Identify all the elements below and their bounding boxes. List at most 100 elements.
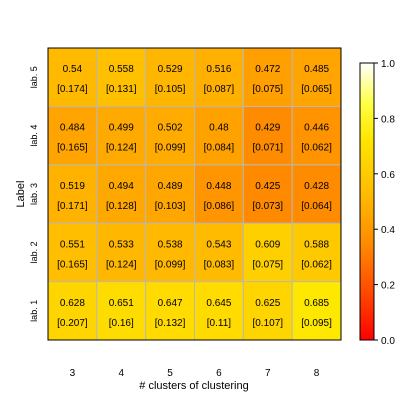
cell-value-label: 0.519: [60, 181, 85, 192]
cell-secondary-label: [0.165]: [57, 259, 88, 270]
heatmap-cell: [96, 164, 147, 224]
heatmap-cells: [47, 47, 342, 341]
cell-secondary-label: [0.095]: [301, 318, 332, 329]
heatmap-cell: [96, 281, 147, 341]
cell-secondary-label: [0.124]: [106, 259, 137, 270]
cell-secondary-label: [0.062]: [301, 143, 332, 154]
heatmap-cell: [96, 222, 147, 283]
heatmap-cell: [242, 164, 293, 224]
y-tick-label: lab. 1: [29, 300, 39, 322]
cell-secondary-label: [0.071]: [252, 143, 283, 154]
cell-secondary-label: [0.207]: [57, 318, 88, 329]
colorbar-tick-label: 0.6: [381, 170, 395, 181]
cell-value-label: 0.48: [209, 123, 229, 134]
heatmap-cell: [96, 47, 147, 107]
y-tick-label: lab. 3: [29, 183, 39, 205]
colorbar-tick-label: 0.0: [381, 336, 395, 347]
cell-secondary-label: [0.087]: [204, 84, 235, 95]
heatmap-cell: [194, 281, 244, 341]
heatmap-cell: [242, 105, 293, 166]
cell-secondary-label: [0.083]: [204, 259, 235, 270]
y-tick-label: lab. 2: [29, 241, 39, 263]
cell-secondary-label: [0.075]: [252, 259, 283, 270]
cell-value-label: 0.446: [304, 123, 329, 134]
cell-secondary-label: [0.084]: [204, 143, 235, 154]
cell-secondary-label: [0.16]: [109, 318, 134, 329]
cell-secondary-label: [0.132]: [155, 318, 186, 329]
cell-value-label: 0.685: [304, 298, 329, 309]
colorbar-tick-label: 0.4: [381, 225, 395, 236]
heatmap-cell: [47, 164, 98, 224]
cell-secondary-label: [0.105]: [155, 84, 186, 95]
colorbar-tick-label: 1.0: [381, 59, 395, 70]
heatmap-cell: [145, 164, 196, 224]
heatmap-cell: [291, 47, 342, 107]
cell-value-label: 0.489: [158, 181, 183, 192]
cell-secondary-label: [0.086]: [204, 201, 235, 212]
cell-value-label: 0.651: [109, 298, 134, 309]
heatmap-cell: [242, 222, 293, 283]
cell-value-label: 0.494: [109, 181, 134, 192]
x-tick-label: 3: [70, 368, 76, 379]
cell-value-label: 0.647: [158, 298, 183, 309]
colorbar-tick-label: 0.8: [381, 114, 395, 125]
cell-value-label: 0.429: [255, 123, 280, 134]
heatmap-cell: [145, 47, 196, 107]
cell-value-label: 0.609: [255, 239, 280, 250]
cell-secondary-label: [0.073]: [252, 201, 283, 212]
heatmap-cell: [47, 281, 98, 341]
cell-secondary-label: [0.171]: [57, 201, 88, 212]
cell-secondary-label: [0.103]: [155, 201, 186, 212]
heatmap-cell: [145, 281, 196, 341]
x-tick-label: 4: [118, 368, 124, 379]
y-axis-title: Label: [15, 181, 27, 208]
heatmap-cell: [145, 222, 196, 283]
heatmap-cell: [47, 222, 98, 283]
colorbar: [359, 62, 375, 341]
heatmap-cell: [291, 222, 342, 283]
heatmap-cell-labels: 0.628 [0.207] 0.651 [0.16] 0.647 [0.132] 0.645…: [57, 64, 332, 329]
cell-value-label: 0.485: [304, 64, 329, 75]
heatmap-cell: [47, 47, 98, 107]
cell-value-label: 0.516: [206, 64, 231, 75]
cell-value-label: 0.558: [109, 64, 134, 75]
cell-secondary-label: [0.099]: [155, 143, 186, 154]
heatmap-cell: [194, 164, 244, 224]
cell-secondary-label: [0.174]: [57, 84, 88, 95]
cell-value-label: 0.484: [60, 123, 85, 134]
heatmap-cell: [96, 105, 147, 166]
y-axis-ticks: lab. 1 lab. 2 lab. 3 lab. 4 lab. 5: [29, 66, 39, 322]
heatmap-cell: [242, 47, 293, 107]
colorbar-ticks: 0.0 0.2 0.4 0.6 0.8 1.0: [374, 59, 395, 347]
cell-value-label: 0.533: [109, 239, 134, 250]
cell-secondary-label: [0.165]: [57, 143, 88, 154]
cell-value-label: 0.425: [255, 181, 280, 192]
cell-value-label: 0.588: [304, 239, 329, 250]
cell-value-label: 0.538: [158, 239, 183, 250]
y-tick-label: lab. 5: [29, 66, 39, 88]
cell-secondary-label: [0.099]: [155, 259, 186, 270]
cell-value-label: 0.502: [158, 123, 183, 134]
heatmap-cell: [194, 105, 244, 166]
cell-secondary-label: [0.124]: [106, 143, 137, 154]
cell-secondary-label: [0.075]: [252, 84, 283, 95]
cell-secondary-label: [0.062]: [301, 259, 332, 270]
x-tick-label: 5: [167, 368, 173, 379]
x-axis-ticks: 3 4 5 6 7 8: [70, 368, 320, 379]
cell-value-label: 0.499: [109, 123, 134, 134]
x-tick-label: 8: [314, 368, 320, 379]
cell-secondary-label: [0.128]: [106, 201, 137, 212]
colorbar-tick-label: 0.2: [381, 281, 395, 292]
cell-value-label: 0.543: [206, 239, 231, 250]
plot-border: [47, 47, 342, 341]
heatmap-cell: [47, 105, 98, 166]
x-tick-label: 6: [216, 368, 222, 379]
cell-secondary-label: [0.11]: [207, 318, 231, 329]
heatmap-cell: [242, 281, 293, 341]
heatmap-cell: [194, 47, 244, 107]
heatmap-cell: [145, 105, 196, 166]
cell-value-label: 0.625: [255, 298, 280, 309]
heatmap-cell: [291, 164, 342, 224]
x-axis-title: # clusters of clustering: [139, 380, 248, 392]
